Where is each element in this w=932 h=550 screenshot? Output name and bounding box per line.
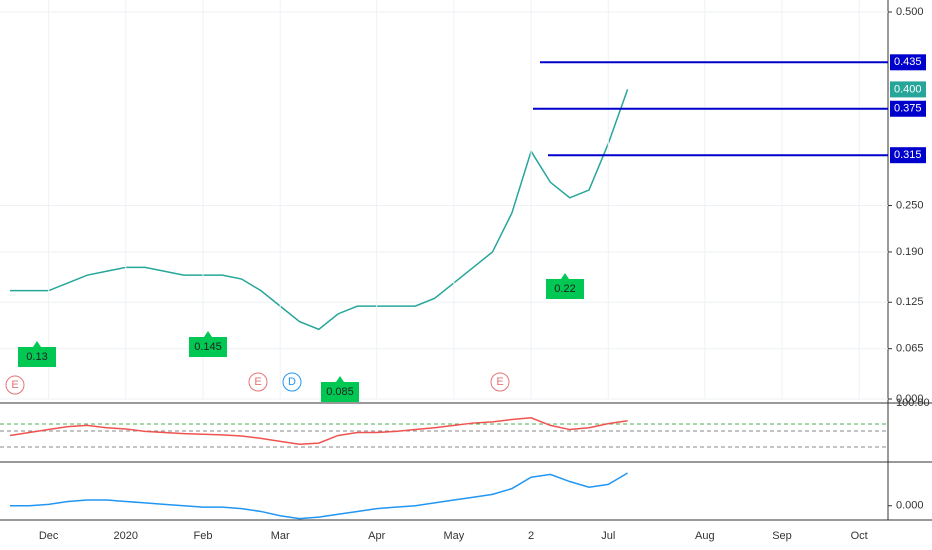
event-label: D	[288, 376, 296, 388]
price-line	[10, 89, 629, 331]
dividend-flag	[321, 376, 359, 402]
y-tick-label: 0.250	[896, 199, 924, 211]
y-tick-label: 100.00	[896, 397, 930, 409]
event-label: E	[254, 376, 261, 388]
event-label: E	[496, 376, 503, 388]
event-label: E	[11, 379, 18, 391]
dividend-label: 0.13	[26, 351, 47, 363]
x-tick-label: Aug	[695, 530, 715, 542]
level-label: 0.375	[894, 103, 922, 115]
x-tick-label: 2	[528, 530, 534, 542]
x-tick-label: Sep	[772, 530, 792, 542]
dividend-label: 0.22	[554, 283, 575, 295]
level-label: 0.435	[894, 56, 922, 68]
x-tick-label: Jul	[601, 530, 615, 542]
last-price-label: 0.400	[894, 83, 922, 95]
last-price-bg	[890, 81, 926, 98]
price-line	[10, 472, 628, 520]
x-tick-label: Mar	[271, 530, 290, 542]
dividend-label: 0.085	[326, 386, 354, 398]
level-label-bg	[890, 147, 926, 164]
level-label-bg	[890, 54, 926, 71]
event-marker	[282, 372, 302, 392]
event-marker	[248, 372, 268, 392]
x-tick-label: 2020	[114, 530, 138, 542]
y-tick-label: 0.065	[896, 343, 924, 355]
y-tick-label: 0.125	[896, 296, 924, 308]
x-tick-label: Oct	[851, 530, 868, 542]
level-label: 0.315	[894, 149, 922, 161]
dividend-flag	[546, 273, 584, 299]
y-tick-label: 0.000	[896, 500, 924, 512]
level-label-bg	[890, 100, 926, 117]
dividend-flag	[18, 341, 56, 367]
event-marker	[5, 375, 25, 395]
x-tick-label: May	[444, 530, 465, 542]
event-marker	[490, 372, 510, 392]
dividend-flag	[189, 331, 227, 357]
x-tick-label: Dec	[39, 530, 59, 542]
y-tick-label: 0.000	[896, 393, 924, 405]
x-tick-label: Feb	[194, 530, 213, 542]
y-tick-label: 0.500	[896, 6, 924, 18]
dividend-label: 0.145	[194, 341, 222, 353]
price-line	[9, 416, 628, 446]
x-tick-label: Apr	[368, 530, 385, 542]
y-tick-label: 0.190	[896, 246, 924, 258]
